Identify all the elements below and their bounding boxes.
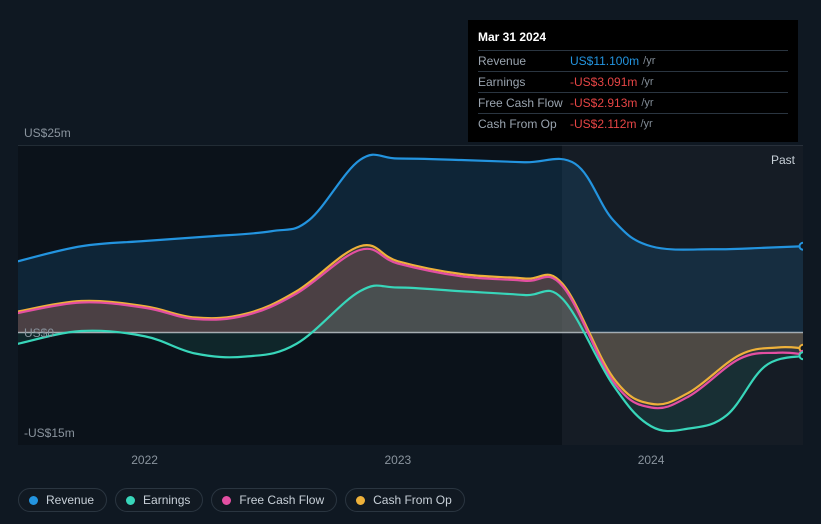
legend-swatch-icon xyxy=(356,496,365,505)
tooltip-row-value: US$11.100m xyxy=(570,52,639,70)
legend-label: Cash From Op xyxy=(373,493,452,507)
legend-swatch-icon xyxy=(222,496,231,505)
legend-item-revenue[interactable]: Revenue xyxy=(18,488,107,512)
tooltip-row: Cash From Op-US$2.112m/yr xyxy=(478,113,788,134)
tooltip-row-label: Revenue xyxy=(478,52,570,70)
series-end-marker xyxy=(800,243,804,250)
legend-item-cash-from-op[interactable]: Cash From Op xyxy=(345,488,465,512)
legend-item-earnings[interactable]: Earnings xyxy=(115,488,203,512)
tooltip-row-unit: /yr xyxy=(641,73,653,91)
legend-label: Revenue xyxy=(46,493,94,507)
tooltip-row: Earnings-US$3.091m/yr xyxy=(478,71,788,92)
legend-label: Free Cash Flow xyxy=(239,493,324,507)
tooltip-row-unit: /yr xyxy=(643,52,655,70)
tooltip-row-label: Cash From Op xyxy=(478,115,570,133)
tooltip-row-value: -US$2.112m xyxy=(570,115,636,133)
legend-label: Earnings xyxy=(143,493,190,507)
tooltip-row-label: Earnings xyxy=(478,73,570,91)
chart-legend: Revenue Earnings Free Cash Flow Cash From O… xyxy=(18,488,465,512)
legend-swatch-icon xyxy=(29,496,38,505)
tooltip-row: Free Cash Flow-US$2.913m/yr xyxy=(478,92,788,113)
tooltip-row: RevenueUS$11.100m/yr xyxy=(478,50,788,71)
chart-tooltip: Mar 31 2024 RevenueUS$11.100m/yrEarnings… xyxy=(468,20,798,142)
xaxis-label: 2023 xyxy=(384,453,411,467)
series-end-marker xyxy=(800,352,804,359)
tooltip-row-label: Free Cash Flow xyxy=(478,94,570,112)
chart-plot-area[interactable]: Past US$0 xyxy=(18,145,803,445)
xaxis-label: 2024 xyxy=(638,453,665,467)
tooltip-date: Mar 31 2024 xyxy=(478,28,788,46)
xaxis-label: 2022 xyxy=(131,453,158,467)
yaxis-label-zero: US$0 xyxy=(24,326,54,340)
yaxis-label-top: US$25m xyxy=(24,126,71,140)
tooltip-row-value: -US$3.091m xyxy=(570,73,637,91)
yaxis-label-bottom: -US$15m xyxy=(24,426,75,440)
financials-chart: Mar 31 2024 RevenueUS$11.100m/yrEarnings… xyxy=(0,0,821,524)
legend-swatch-icon xyxy=(126,496,135,505)
tooltip-row-unit: /yr xyxy=(641,94,653,112)
tooltip-row-value: -US$2.913m xyxy=(570,94,637,112)
legend-item-free-cash-flow[interactable]: Free Cash Flow xyxy=(211,488,337,512)
tooltip-row-unit: /yr xyxy=(640,115,652,133)
plot-svg xyxy=(18,145,803,445)
